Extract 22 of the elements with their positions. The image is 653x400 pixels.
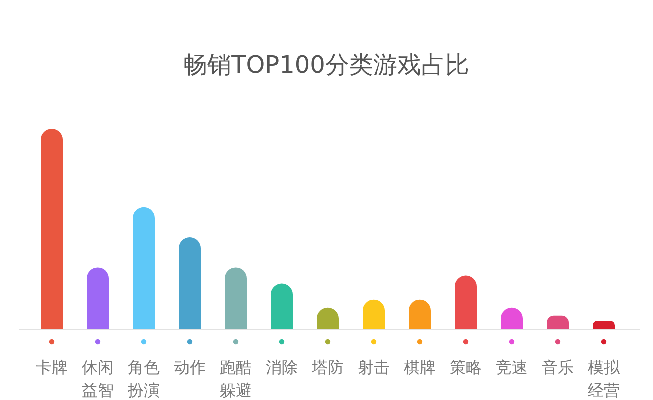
bar: [179, 238, 201, 330]
x-tick-label: 动作: [174, 358, 206, 377]
bar: [455, 276, 477, 330]
bar: [225, 268, 247, 330]
bar: [271, 284, 293, 330]
x-tick-label: 卡牌: [36, 358, 68, 377]
bar: [87, 268, 109, 330]
bar: [41, 129, 63, 330]
x-tick-label: 射击: [358, 358, 390, 377]
x-tick-label: 策略: [450, 358, 482, 377]
x-tick-label: 竞速: [496, 358, 528, 377]
bar: [593, 320, 615, 330]
x-tick-label: 模拟经营: [588, 358, 621, 400]
bar: [133, 207, 155, 330]
chart-title: 畅销TOP100分类游戏占比: [182, 50, 470, 80]
x-tick-label: 音乐: [542, 358, 574, 377]
x-tick-label: 棋牌: [404, 358, 436, 377]
x-tick-label: 角色扮演: [127, 358, 160, 400]
x-tick-label: 休闲益智: [82, 358, 114, 400]
x-tick-label: 塔防: [311, 358, 344, 377]
x-tick-label: 跑酷躲避: [220, 358, 252, 400]
x-tick-label: 消除: [266, 358, 298, 377]
